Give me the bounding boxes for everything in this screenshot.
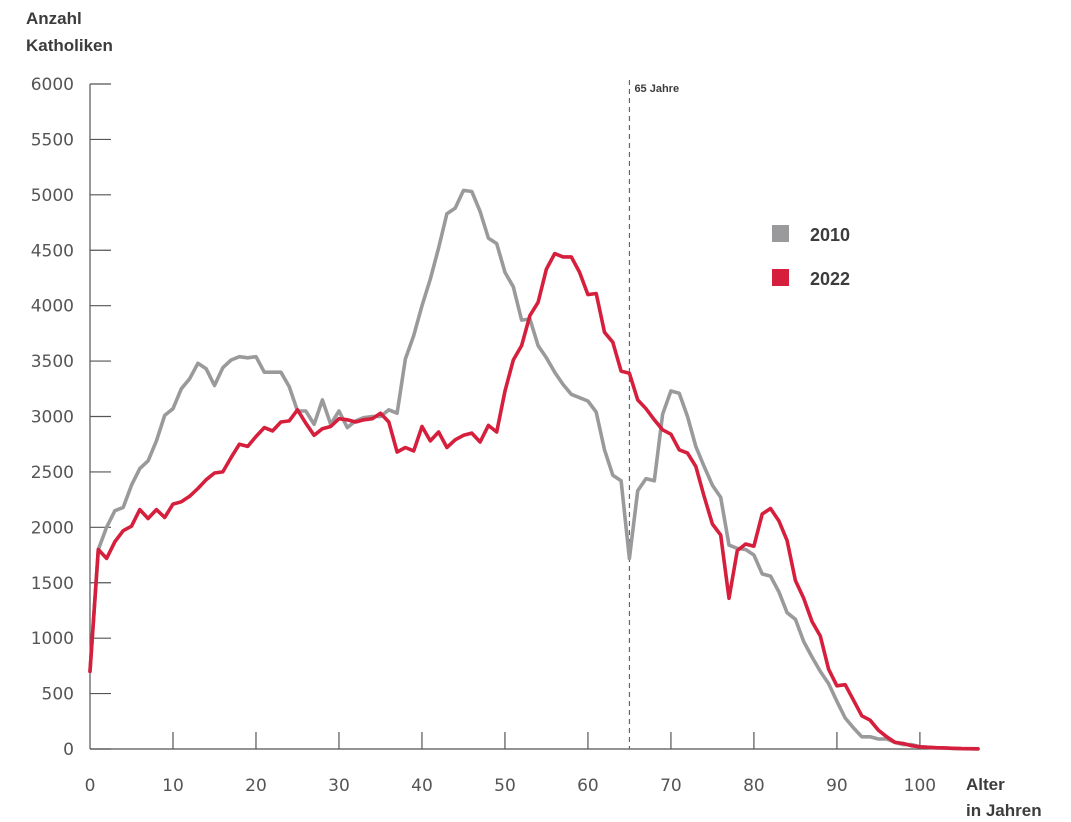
series-lines — [88, 188, 980, 751]
series-line-2010 — [88, 188, 980, 751]
legend-label-2010: 2010 — [810, 225, 850, 245]
x-tick-label: 10 — [162, 776, 184, 796]
y-tick-label: 3000 — [31, 408, 74, 428]
x-axis-title-line2: in Jahren — [966, 801, 1042, 820]
y-tick-label: 500 — [42, 685, 74, 705]
y-tick-label: 4000 — [31, 297, 74, 317]
y-axis-title-line1: Anzahl — [26, 9, 82, 28]
x-tick-label: 80 — [743, 776, 765, 796]
y-tick-label: 1500 — [31, 574, 74, 594]
y-tick-label: 5500 — [31, 130, 74, 150]
x-tick-label: 30 — [328, 776, 350, 796]
x-tick-label: 40 — [411, 776, 433, 796]
y-axis-title-line2: Katholiken — [26, 36, 113, 55]
legend-label-2022: 2022 — [810, 269, 850, 289]
x-tick-label: 100 — [904, 776, 936, 796]
y-tick-label: 3500 — [31, 352, 74, 372]
x-tick-label: 60 — [577, 776, 599, 796]
series-line-2022 — [88, 251, 980, 751]
axes: 0500100015002000250030003500400045005000… — [31, 75, 978, 796]
x-tick-label: 90 — [826, 776, 848, 796]
y-tick-label: 6000 — [31, 75, 74, 95]
y-tick-label: 2000 — [31, 518, 74, 538]
x-tick-label: 50 — [494, 776, 516, 796]
x-axis-title-line1: Alter — [966, 775, 1005, 794]
x-tick-label: 20 — [245, 776, 267, 796]
legend: 2010 2022 — [772, 225, 850, 289]
x-tick-label: 0 — [85, 776, 96, 796]
y-tick-label: 0 — [63, 740, 74, 760]
x-tick-label: 70 — [660, 776, 682, 796]
y-tick-label: 4500 — [31, 241, 74, 261]
y-tick-label: 5000 — [31, 186, 74, 206]
annotation-65: 65 Jahre — [628, 80, 679, 749]
legend-swatch-2010 — [772, 225, 789, 242]
annotation-label: 65 Jahre — [634, 83, 679, 95]
legend-swatch-2022 — [772, 269, 789, 286]
y-tick-label: 1000 — [31, 629, 74, 649]
y-tick-label: 2500 — [31, 463, 74, 483]
